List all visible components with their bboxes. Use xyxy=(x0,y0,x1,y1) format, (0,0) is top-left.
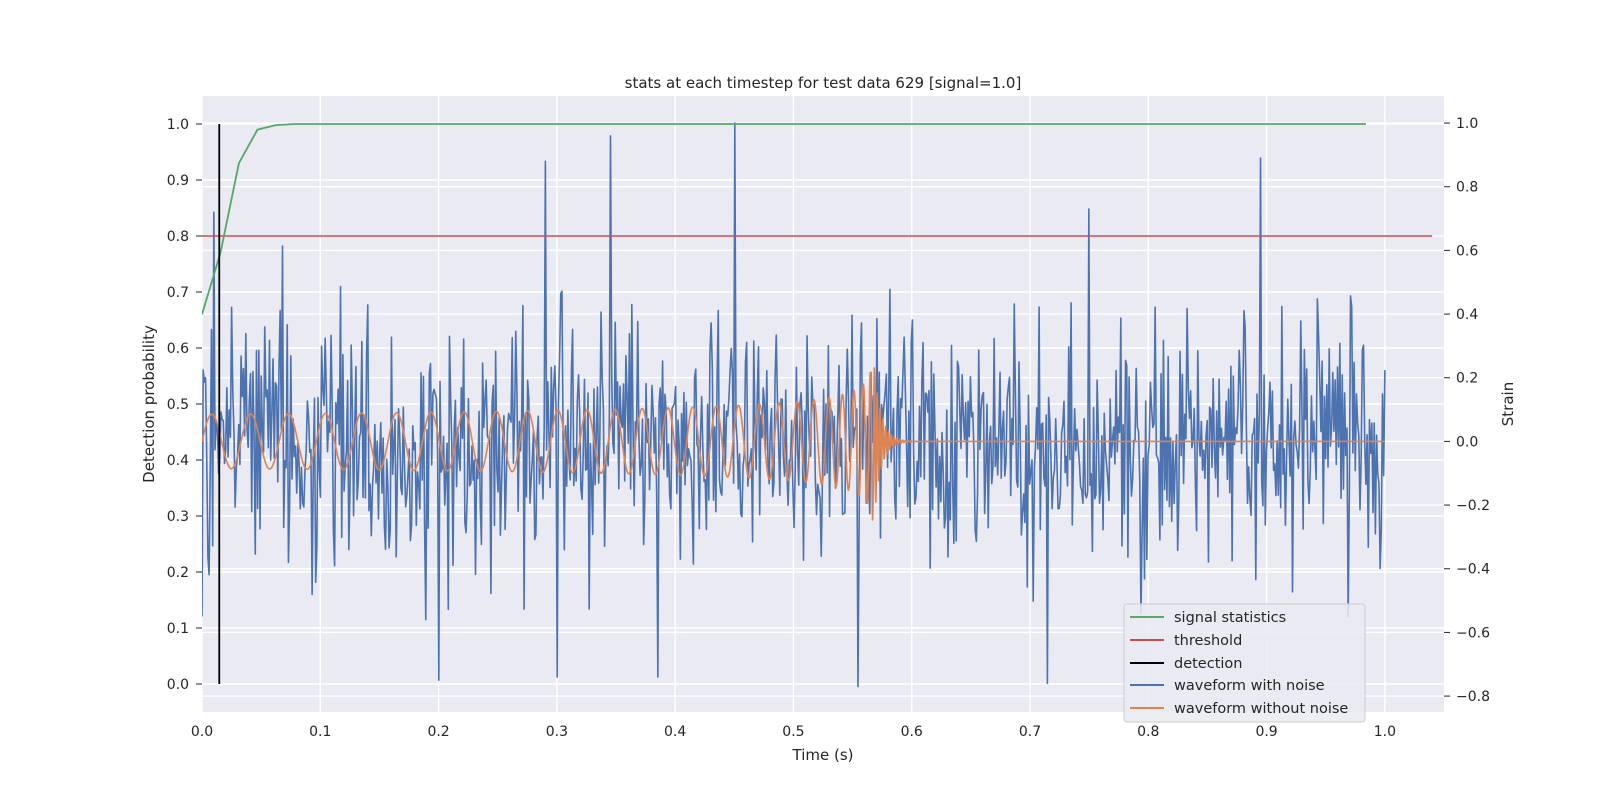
y-left-tick-label: 1.0 xyxy=(167,117,189,133)
y-left-tick-labels: 0.0 0.1 0.2 0.3 0.4 0.5 0.6 0.7 0.8 0.9 1.0 xyxy=(167,117,202,693)
x-tick-label: 0.6 xyxy=(901,724,923,740)
y-left-tick-label: 0.2 xyxy=(167,565,189,581)
legend: signal statistics threshold detection wa… xyxy=(1123,603,1366,723)
y-left-tick-label: 0.8 xyxy=(167,229,189,245)
legend-label-waveform-with-noise: waveform with noise xyxy=(1174,678,1325,694)
y-right-tick-label: 0.6 xyxy=(1456,243,1478,259)
y-left-tick-label: 0.9 xyxy=(167,173,189,189)
legend-label-waveform-without-noise: waveform without noise xyxy=(1174,701,1348,717)
y-right-tick-label: 0.4 xyxy=(1456,307,1478,323)
y-left-tick-label: 0.1 xyxy=(167,621,189,637)
y-left-tick-label: 0.7 xyxy=(167,285,189,301)
x-tick-label: 0.1 xyxy=(309,724,331,740)
x-tick-label: 0.0 xyxy=(191,724,213,740)
legend-label-detection: detection xyxy=(1174,656,1242,672)
series-group xyxy=(202,122,1433,688)
y-left-tick-label: 0.6 xyxy=(167,341,189,357)
y-right-tick-label: −0.2 xyxy=(1456,498,1490,514)
x-tick-labels: 0.0 0.1 0.2 0.3 0.4 0.5 0.6 0.7 0.8 0.9 1.0 xyxy=(191,724,1396,740)
y-left-tick-label: 0.0 xyxy=(167,677,189,693)
x-tick-label: 0.3 xyxy=(546,724,568,740)
y-right-tick-label: −0.8 xyxy=(1456,689,1490,705)
y-right-tick-label: 0.2 xyxy=(1456,371,1478,387)
y-axis-label-right: Strain xyxy=(1499,382,1517,426)
y-right-tick-label: −0.4 xyxy=(1456,562,1490,578)
series-signal-statistics xyxy=(202,123,1366,315)
legend-label-signal-statistics: signal statistics xyxy=(1174,610,1286,626)
x-tick-label: 0.4 xyxy=(664,724,686,740)
y-right-tick-label: 1.0 xyxy=(1456,116,1478,132)
legend-label-threshold: threshold xyxy=(1174,633,1242,649)
x-tick-label: 0.8 xyxy=(1137,724,1159,740)
y-left-tick-label: 0.3 xyxy=(167,509,189,525)
y-right-tick-label: 0.0 xyxy=(1456,434,1478,450)
x-tick-label: 0.7 xyxy=(1019,724,1041,740)
y-right-tick-label: −0.6 xyxy=(1456,625,1490,641)
series-waveform-without-noise xyxy=(202,366,1386,521)
y-left-tick-label: 0.5 xyxy=(167,397,189,413)
legend-box xyxy=(1123,603,1366,723)
x-tick-label: 0.5 xyxy=(782,724,804,740)
x-tick-label: 1.0 xyxy=(1374,724,1396,740)
y-left-tick-label: 0.4 xyxy=(167,453,189,469)
series-waveform-with-noise xyxy=(202,122,1386,688)
x-tick-label: 0.2 xyxy=(427,724,449,740)
x-tick-label: 0.9 xyxy=(1255,724,1277,740)
y-right-tick-label: 0.8 xyxy=(1456,180,1478,196)
y-right-tick-labels: −0.8 −0.6 −0.4 −0.2 0.0 0.2 0.4 0.6 0.8 1.0 xyxy=(1444,116,1490,705)
y-axis-label-left: Detection probability xyxy=(140,325,158,483)
x-axis-label: Time (s) xyxy=(792,746,854,764)
chart-title: stats at each timestep for test data 629… xyxy=(625,74,1022,92)
